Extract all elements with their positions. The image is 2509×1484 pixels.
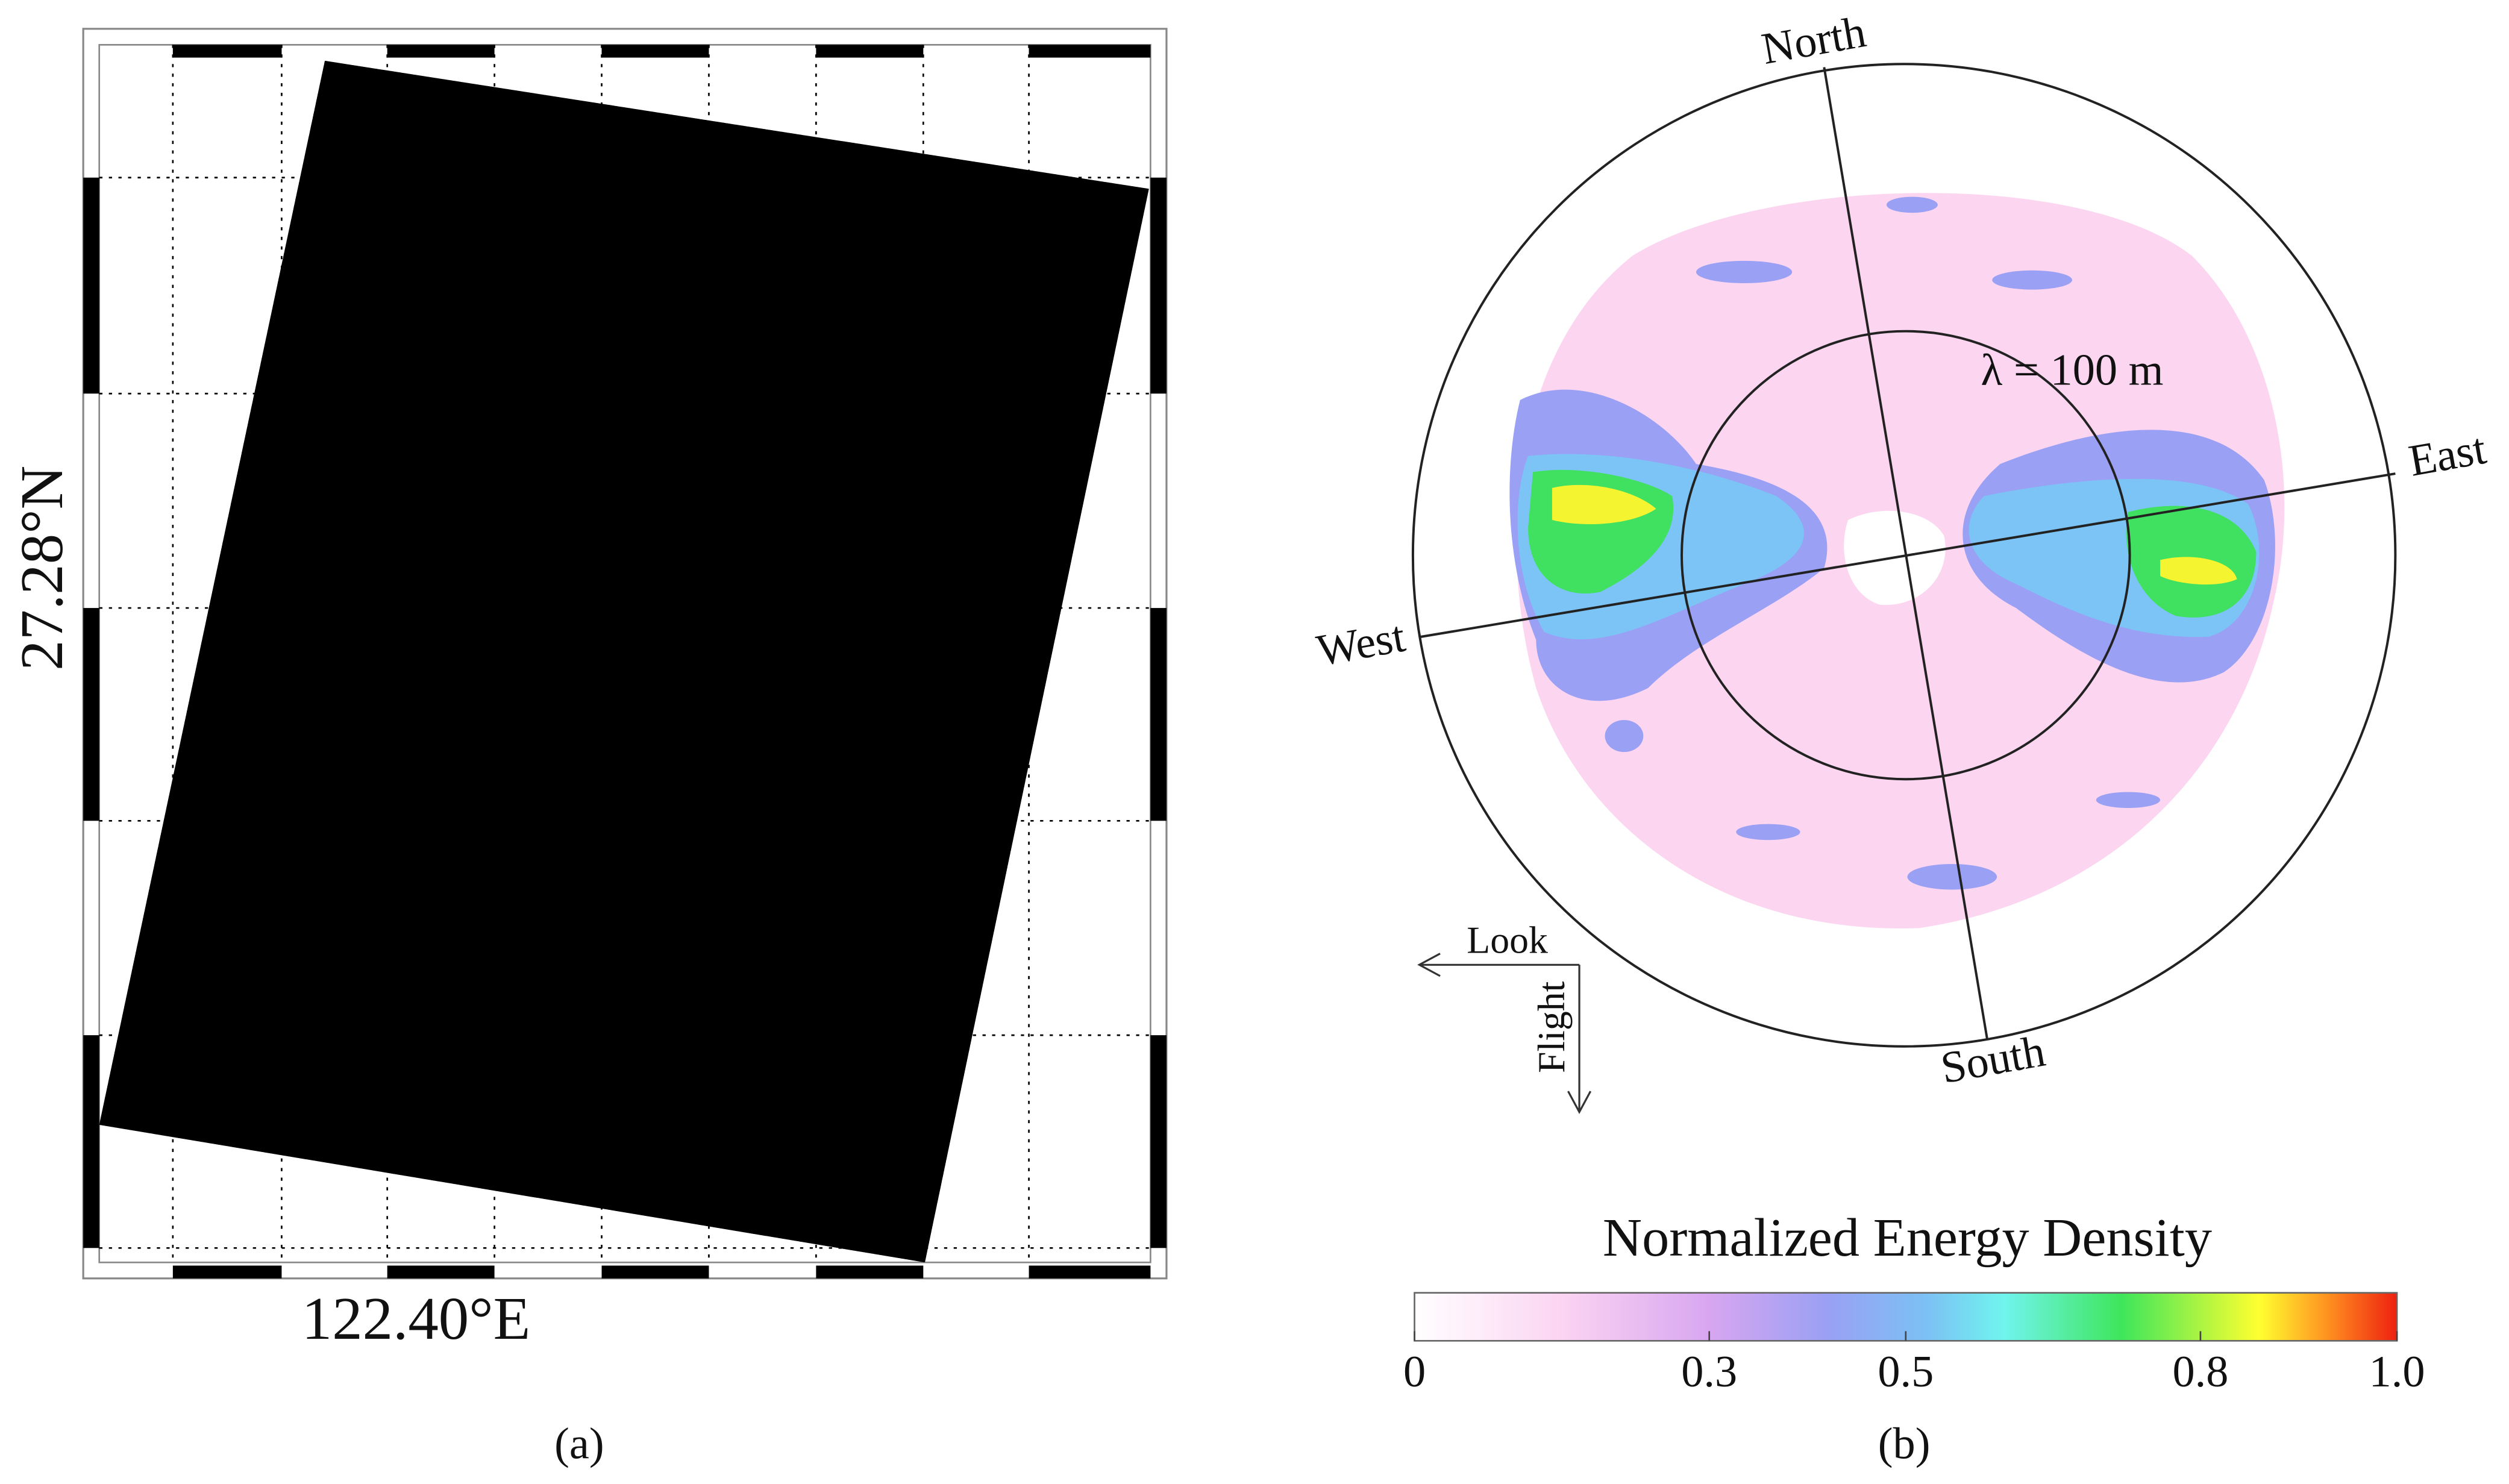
colorbar-tick-label: 0.3 bbox=[1681, 1347, 1737, 1397]
look-label: Look bbox=[1467, 918, 1548, 961]
spectrum bbox=[1509, 193, 2285, 928]
west-label: West bbox=[1313, 612, 1409, 675]
panel-a: 27.28°N 122.40°E (a) bbox=[8, 28, 1168, 1468]
wavelength-label: λ = 100 m bbox=[1981, 345, 2163, 395]
colorbar-tick-label: 1.0 bbox=[2369, 1347, 2425, 1397]
latitude-label: 27.28°N bbox=[8, 466, 75, 671]
outer-circle bbox=[1411, 63, 2397, 1048]
colorbar-tick-label: 0 bbox=[1403, 1347, 1426, 1397]
panel-b: North East South West λ = 100 m Look Fli… bbox=[1313, 7, 2490, 1468]
colorbar-ticks: 0 0.3 0.5 0.8 1.0 bbox=[1403, 1331, 2425, 1397]
colorbar-tick-label: 0.5 bbox=[1878, 1347, 1934, 1397]
caption: (b) bbox=[1878, 1419, 1931, 1468]
look-flight-arrows bbox=[1417, 953, 1592, 1114]
east-label: East bbox=[2405, 424, 2490, 486]
colorbar-tick-label: 0.8 bbox=[2172, 1347, 2228, 1397]
caption: (a) bbox=[554, 1419, 604, 1468]
west-east-axis bbox=[1420, 472, 2396, 638]
north-south-axis bbox=[1823, 67, 1989, 1041]
wavelength-circle bbox=[1680, 330, 2131, 781]
map-border-bars bbox=[83, 45, 1167, 1279]
colorbar-title: Normalized Energy Density bbox=[1603, 1207, 2212, 1268]
north-label: North bbox=[1758, 7, 1870, 74]
longitude-label: 122.40°E bbox=[302, 1285, 530, 1352]
south-label: South bbox=[1937, 1027, 2049, 1094]
flight-label: Flight bbox=[1530, 981, 1573, 1073]
